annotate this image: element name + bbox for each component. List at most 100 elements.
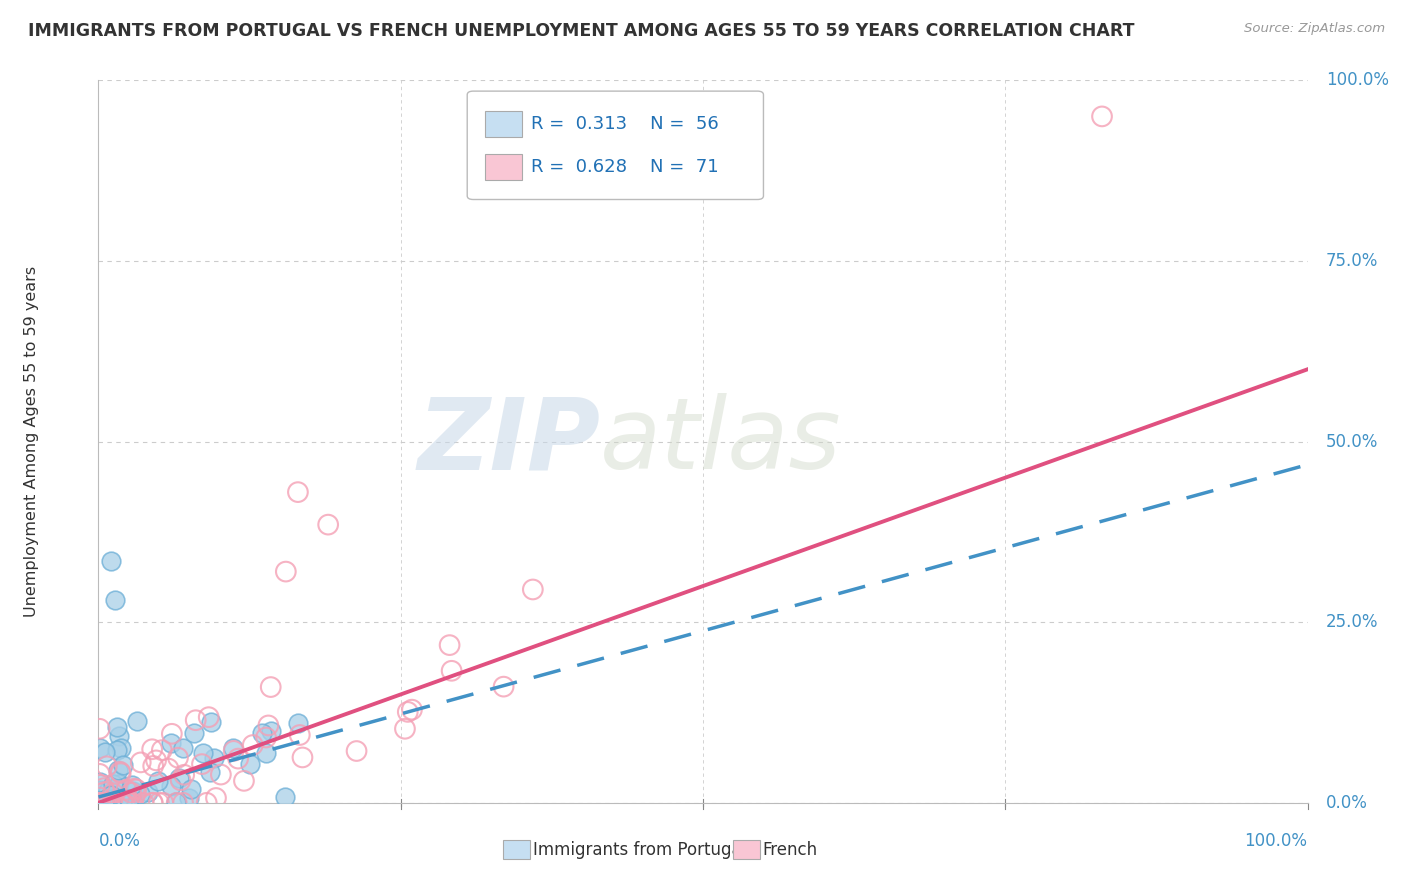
Point bbox=[291, 750, 314, 764]
Point bbox=[129, 787, 152, 801]
Point bbox=[260, 723, 283, 738]
Point bbox=[273, 790, 295, 805]
Point bbox=[226, 751, 249, 765]
Point bbox=[105, 796, 128, 810]
Point bbox=[172, 796, 194, 810]
Point bbox=[141, 742, 163, 756]
Point bbox=[89, 778, 111, 792]
Point bbox=[191, 746, 214, 760]
Point bbox=[145, 753, 167, 767]
Point bbox=[118, 796, 141, 810]
Point bbox=[108, 777, 131, 791]
Point bbox=[346, 744, 368, 758]
Point bbox=[111, 796, 134, 810]
Point bbox=[195, 796, 218, 810]
Point bbox=[104, 593, 127, 607]
Point bbox=[97, 784, 120, 798]
Point bbox=[396, 705, 419, 719]
Point bbox=[105, 720, 128, 734]
Point bbox=[254, 731, 277, 745]
Point bbox=[136, 785, 159, 799]
Point bbox=[160, 779, 183, 793]
Point bbox=[394, 722, 416, 736]
Point bbox=[250, 725, 273, 739]
Point bbox=[160, 735, 183, 749]
Point bbox=[257, 718, 280, 732]
Point bbox=[89, 722, 111, 736]
Point bbox=[124, 781, 146, 796]
Point bbox=[287, 485, 309, 500]
Point bbox=[97, 789, 120, 804]
Point bbox=[197, 710, 219, 724]
Point bbox=[94, 745, 117, 759]
Point bbox=[209, 767, 232, 781]
Point bbox=[120, 796, 142, 810]
Point bbox=[97, 795, 120, 809]
Point bbox=[111, 758, 134, 772]
Point bbox=[222, 740, 245, 755]
Point bbox=[89, 740, 111, 755]
Point bbox=[288, 728, 311, 742]
Point bbox=[121, 796, 143, 810]
Point bbox=[233, 773, 256, 788]
Point bbox=[94, 796, 117, 810]
Point bbox=[274, 565, 297, 579]
Point bbox=[107, 743, 129, 757]
Text: Unemployment Among Ages 55 to 59 years: Unemployment Among Ages 55 to 59 years bbox=[24, 266, 39, 617]
Point bbox=[401, 703, 423, 717]
Point bbox=[89, 796, 111, 810]
Text: IMMIGRANTS FROM PORTUGAL VS FRENCH UNEMPLOYMENT AMONG AGES 55 TO 59 YEARS CORREL: IMMIGRANTS FROM PORTUGAL VS FRENCH UNEMP… bbox=[28, 22, 1135, 40]
Point bbox=[118, 791, 141, 805]
Text: Immigrants from Portugal: Immigrants from Portugal bbox=[533, 841, 745, 859]
Point bbox=[160, 727, 183, 741]
Point bbox=[101, 796, 124, 810]
Point bbox=[91, 796, 114, 810]
Point bbox=[242, 738, 264, 752]
Point bbox=[260, 680, 283, 694]
Point bbox=[522, 582, 544, 597]
Point bbox=[120, 786, 142, 800]
Point bbox=[440, 664, 463, 678]
Text: Source: ZipAtlas.com: Source: ZipAtlas.com bbox=[1244, 22, 1385, 36]
Point bbox=[89, 767, 111, 781]
Point bbox=[166, 796, 188, 810]
Point bbox=[96, 796, 118, 810]
Point bbox=[239, 757, 262, 772]
Point bbox=[150, 743, 173, 757]
Point bbox=[97, 796, 120, 810]
Point bbox=[89, 775, 111, 789]
Point bbox=[177, 790, 200, 805]
Point bbox=[127, 714, 149, 729]
Point bbox=[100, 789, 122, 803]
Point bbox=[101, 776, 124, 790]
Point bbox=[205, 791, 228, 805]
Point bbox=[115, 793, 138, 807]
Text: French: French bbox=[762, 841, 817, 859]
Point bbox=[108, 764, 131, 779]
Bar bbox=[503, 840, 530, 859]
Point bbox=[115, 782, 138, 797]
Point bbox=[172, 740, 194, 755]
Point bbox=[108, 790, 131, 805]
Point bbox=[184, 713, 207, 727]
Point bbox=[180, 781, 202, 796]
Point bbox=[117, 796, 139, 810]
Text: atlas: atlas bbox=[600, 393, 842, 490]
Point bbox=[125, 782, 148, 797]
Point bbox=[93, 796, 115, 810]
Point bbox=[142, 759, 165, 773]
Point bbox=[94, 796, 117, 810]
Point bbox=[316, 517, 339, 532]
Text: 0.0%: 0.0% bbox=[98, 831, 141, 850]
Point bbox=[254, 746, 277, 760]
Point bbox=[202, 750, 225, 764]
Point bbox=[173, 768, 195, 782]
Point bbox=[90, 782, 112, 797]
Point bbox=[141, 796, 163, 810]
Point bbox=[169, 771, 191, 785]
Text: ZIP: ZIP bbox=[418, 393, 600, 490]
Point bbox=[100, 554, 122, 568]
Point bbox=[110, 740, 132, 755]
Text: 75.0%: 75.0% bbox=[1326, 252, 1378, 270]
Text: 100.0%: 100.0% bbox=[1244, 831, 1308, 850]
